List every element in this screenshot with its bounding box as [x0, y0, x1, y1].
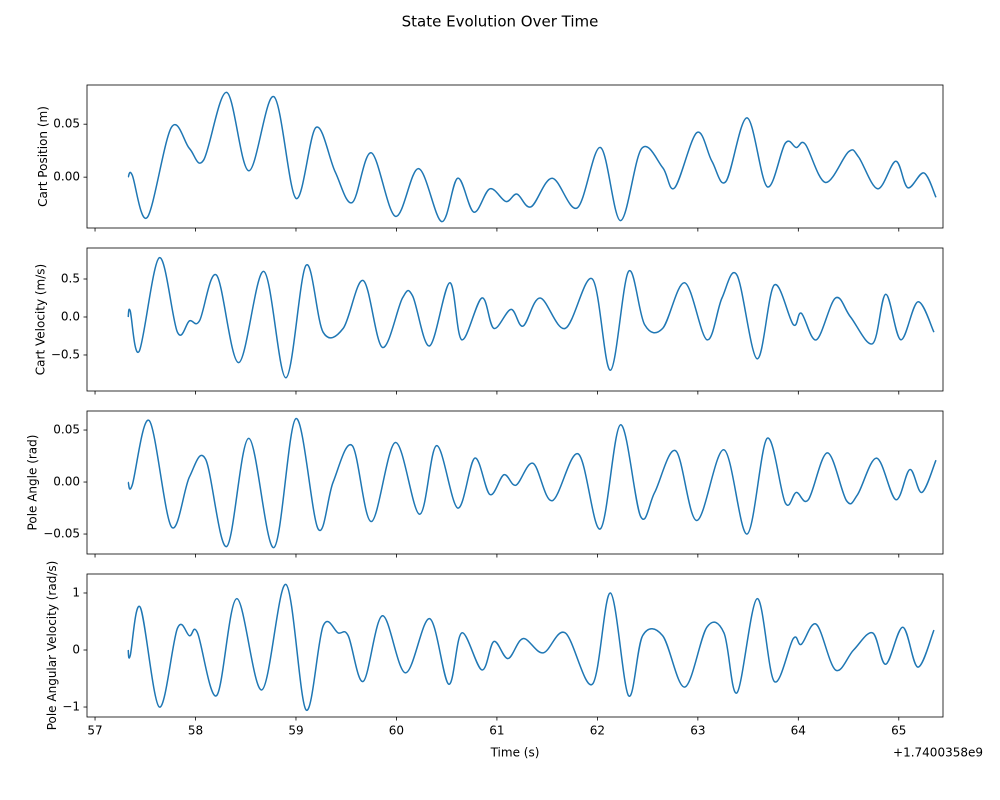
- data-line: [127, 417, 937, 549]
- plot-area: [127, 417, 937, 549]
- x-tick-label: 65: [891, 724, 906, 738]
- y-tick-label: −1: [62, 700, 80, 714]
- x-offset-label: +1.7400358e9: [893, 746, 983, 760]
- y-tick-label: 0: [72, 643, 80, 657]
- axes-frame: [86, 410, 944, 555]
- axes-frame: [86, 573, 944, 718]
- subplot: −0.5 0.0 0.5 Cart Velocity (m/s): [33, 247, 944, 395]
- y-axis-label: Cart Velocity (m/s): [33, 264, 47, 375]
- x-tick-label: 60: [389, 724, 404, 738]
- figure-title: State Evolution Over Time: [402, 13, 599, 31]
- x-tick-label: 58: [188, 724, 203, 738]
- y-tick-label: −0.5: [51, 347, 80, 361]
- y-tick-label: 0.05: [53, 117, 80, 131]
- axes-frame: [86, 84, 944, 229]
- y-axis-label: Cart Position (m): [36, 106, 50, 207]
- x-tick-label: 62: [590, 724, 605, 738]
- x-axis-label: Time (s): [490, 746, 540, 760]
- x-tick-label: 57: [87, 724, 102, 738]
- y-axis-label: Pole Angle (rad): [26, 435, 40, 531]
- plot-area: [127, 256, 935, 379]
- data-line: [127, 583, 935, 711]
- y-tick-label: −0.05: [43, 527, 80, 541]
- x-tick-label: 64: [791, 724, 806, 738]
- axes-frame: [86, 247, 944, 392]
- x-tick-label: 61: [489, 724, 504, 738]
- data-line: [127, 256, 935, 379]
- subplot: −1 0 1 57 58 59 60 61 62 63 64 65 Pole Angular Veloc…: [45, 561, 983, 760]
- x-tick-label: 63: [690, 724, 705, 738]
- x-tick-label: 59: [288, 724, 303, 738]
- y-tick-label: 0.00: [53, 475, 80, 489]
- plot-area: [127, 91, 937, 223]
- y-tick-label: 0.05: [53, 423, 80, 437]
- data-line: [127, 91, 937, 223]
- y-tick-label: 1: [72, 585, 80, 599]
- plot-area: [127, 583, 935, 711]
- y-axis-label: Pole Angular Velocity (rad/s): [45, 561, 59, 731]
- y-tick-label: 0.00: [53, 170, 80, 184]
- subplot: −0.05 0.00 0.05 Pole Angle (rad): [26, 410, 944, 558]
- y-tick-label: 0.0: [61, 309, 80, 323]
- y-tick-label: 0.5: [61, 272, 80, 286]
